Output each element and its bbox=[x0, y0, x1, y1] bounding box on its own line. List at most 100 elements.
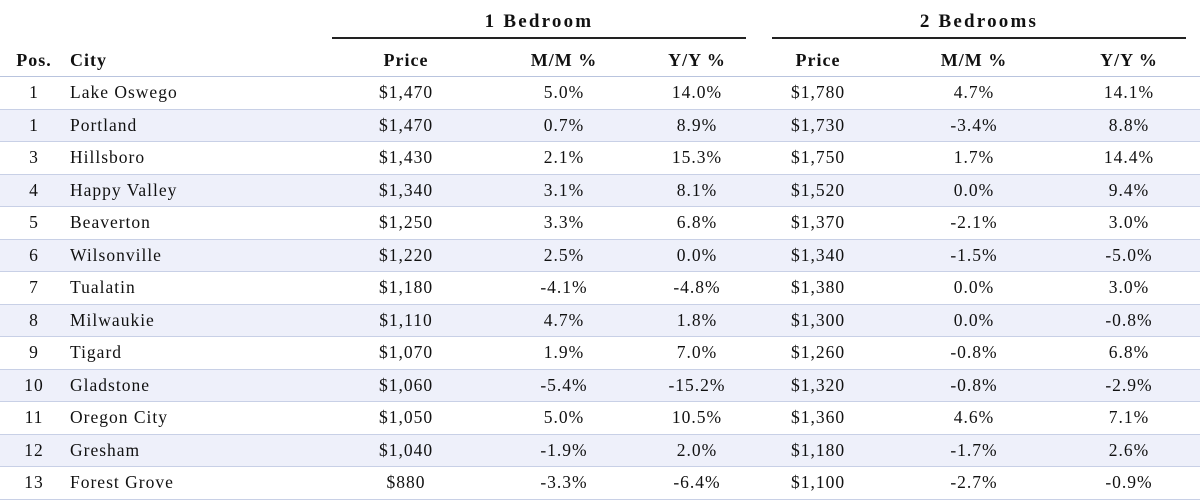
cell-yy-2br: -2.9% bbox=[1058, 369, 1200, 402]
cell-mm-2br: -1.5% bbox=[890, 239, 1058, 272]
cell-yy-2br: 9.4% bbox=[1058, 174, 1200, 207]
cell-price-1br: $1,040 bbox=[332, 434, 480, 467]
cell-yy-2br: 8.8% bbox=[1058, 109, 1200, 142]
cell-pos: 3 bbox=[0, 141, 68, 175]
cell-yy-2br: 6.8% bbox=[1058, 336, 1200, 370]
table-row: 9 Tigard $1,070 1.9% 7.0% $1,260 -0.8% 6.8% bbox=[0, 336, 1200, 370]
cell-mm-1br: -3.3% bbox=[480, 466, 648, 500]
cell-mm-1br: 2.1% bbox=[480, 141, 648, 175]
cell-price-2br: $1,380 bbox=[746, 271, 890, 305]
group-headers: 1 Bedroom 2 Bedrooms bbox=[0, 8, 1200, 40]
col-header-yy-2br: Y/Y % bbox=[1058, 44, 1200, 77]
col-header-mm-1br: M/M % bbox=[480, 44, 648, 77]
cell-price-1br: $1,220 bbox=[332, 239, 480, 272]
cell-yy-2br: -0.9% bbox=[1058, 466, 1200, 500]
cell-city: Portland bbox=[68, 109, 332, 142]
cell-price-1br: $1,110 bbox=[332, 304, 480, 337]
cell-price-2br: $1,300 bbox=[746, 304, 890, 337]
cell-price-2br: $1,370 bbox=[746, 206, 890, 240]
cell-yy-2br: -5.0% bbox=[1058, 239, 1200, 272]
col-header-city: City bbox=[68, 44, 332, 77]
cell-pos: 4 bbox=[0, 174, 68, 207]
cell-mm-1br: 3.3% bbox=[480, 206, 648, 240]
cell-price-2br: $1,750 bbox=[746, 141, 890, 175]
cell-price-2br: $1,520 bbox=[746, 174, 890, 207]
table-row: 5 Beaverton $1,250 3.3% 6.8% $1,370 -2.1% 3.0% bbox=[0, 206, 1200, 240]
rent-table: Pos. City Price M/M % Y/Y % Price M/M % … bbox=[0, 44, 1200, 500]
cell-price-2br: $1,180 bbox=[746, 434, 890, 467]
cell-mm-2br: -3.4% bbox=[890, 109, 1058, 142]
cell-yy-1br: 15.3% bbox=[648, 141, 746, 175]
group-one-bedroom: 1 Bedroom bbox=[332, 8, 746, 39]
cell-price-1br: $1,470 bbox=[332, 109, 480, 142]
cell-yy-2br: 14.1% bbox=[1058, 76, 1200, 110]
cell-mm-1br: 2.5% bbox=[480, 239, 648, 272]
header-row: Pos. City Price M/M % Y/Y % Price M/M % … bbox=[0, 44, 1200, 77]
cell-price-1br: $1,430 bbox=[332, 141, 480, 175]
cell-pos: 1 bbox=[0, 109, 68, 142]
cell-mm-1br: 5.0% bbox=[480, 401, 648, 435]
cell-city: Lake Oswego bbox=[68, 76, 332, 110]
cell-price-2br: $1,360 bbox=[746, 401, 890, 435]
cell-price-1br: $1,070 bbox=[332, 336, 480, 370]
cell-price-2br: $1,730 bbox=[746, 109, 890, 142]
cell-yy-1br: 6.8% bbox=[648, 206, 746, 240]
cell-pos: 8 bbox=[0, 304, 68, 337]
table-row: 12 Gresham $1,040 -1.9% 2.0% $1,180 -1.7% 2.6% bbox=[0, 434, 1200, 467]
cell-price-2br: $1,780 bbox=[746, 76, 890, 110]
cell-city: Wilsonville bbox=[68, 239, 332, 272]
cell-price-1br: $1,340 bbox=[332, 174, 480, 207]
table-row: 7 Tualatin $1,180 -4.1% -4.8% $1,380 0.0% 3.0% bbox=[0, 271, 1200, 305]
cell-mm-1br: 0.7% bbox=[480, 109, 648, 142]
cell-city: Happy Valley bbox=[68, 174, 332, 207]
group-two-bedrooms: 2 Bedrooms bbox=[772, 8, 1186, 39]
table-row: 4 Happy Valley $1,340 3.1% 8.1% $1,520 0.0% 9.4… bbox=[0, 174, 1200, 207]
cell-city: Forest Grove bbox=[68, 466, 332, 500]
cell-city: Milwaukie bbox=[68, 304, 332, 337]
cell-city: Gresham bbox=[68, 434, 332, 467]
col-header-price-2br: Price bbox=[746, 44, 890, 77]
cell-yy-1br: -6.4% bbox=[648, 466, 746, 500]
cell-pos: 1 bbox=[0, 76, 68, 110]
table-row: 13 Forest Grove $880 -3.3% -6.4% $1,100 -2.7% -… bbox=[0, 466, 1200, 500]
cell-price-1br: $1,470 bbox=[332, 76, 480, 110]
cell-yy-1br: 0.0% bbox=[648, 239, 746, 272]
cell-city: Oregon City bbox=[68, 401, 332, 435]
cell-yy-1br: -4.8% bbox=[648, 271, 746, 305]
cell-pos: 13 bbox=[0, 466, 68, 500]
group-label-two-bedrooms: 2 Bedrooms bbox=[919, 11, 1039, 32]
cell-yy-1br: 8.1% bbox=[648, 174, 746, 207]
cell-mm-1br: 3.1% bbox=[480, 174, 648, 207]
cell-mm-2br: 1.7% bbox=[890, 141, 1058, 175]
cell-yy-1br: 8.9% bbox=[648, 109, 746, 142]
cell-mm-1br: -4.1% bbox=[480, 271, 648, 305]
col-header-yy-1br: Y/Y % bbox=[648, 44, 746, 77]
cell-yy-1br: 14.0% bbox=[648, 76, 746, 110]
cell-mm-1br: -1.9% bbox=[480, 434, 648, 467]
col-header-mm-2br: M/M % bbox=[890, 44, 1058, 77]
col-header-pos: Pos. bbox=[0, 44, 68, 77]
cell-mm-2br: -0.8% bbox=[890, 336, 1058, 370]
table-row: 3 Hillsboro $1,430 2.1% 15.3% $1,750 1.7% 14.4% bbox=[0, 141, 1200, 175]
cell-price-2br: $1,100 bbox=[746, 466, 890, 500]
cell-yy-1br: -15.2% bbox=[648, 369, 746, 402]
cell-price-2br: $1,320 bbox=[746, 369, 890, 402]
cell-mm-2br: 4.6% bbox=[890, 401, 1058, 435]
cell-pos: 6 bbox=[0, 239, 68, 272]
table-row: 8 Milwaukie $1,110 4.7% 1.8% $1,300 0.0% -0.8% bbox=[0, 304, 1200, 337]
cell-yy-2br: 14.4% bbox=[1058, 141, 1200, 175]
cell-pos: 10 bbox=[0, 369, 68, 402]
cell-yy-1br: 1.8% bbox=[648, 304, 746, 337]
cell-price-2br: $1,340 bbox=[746, 239, 890, 272]
cell-mm-2br: 0.0% bbox=[890, 304, 1058, 337]
cell-mm-1br: 4.7% bbox=[480, 304, 648, 337]
cell-mm-2br: -2.1% bbox=[890, 206, 1058, 240]
table-row: 6 Wilsonville $1,220 2.5% 0.0% $1,340 -1.5% -5.… bbox=[0, 239, 1200, 272]
table-row: 1 Portland $1,470 0.7% 8.9% $1,730 -3.4% 8.8% bbox=[0, 109, 1200, 142]
cell-city: Gladstone bbox=[68, 369, 332, 402]
cell-mm-2br: 0.0% bbox=[890, 174, 1058, 207]
cell-city: Beaverton bbox=[68, 206, 332, 240]
cell-pos: 9 bbox=[0, 336, 68, 370]
cell-yy-1br: 10.5% bbox=[648, 401, 746, 435]
